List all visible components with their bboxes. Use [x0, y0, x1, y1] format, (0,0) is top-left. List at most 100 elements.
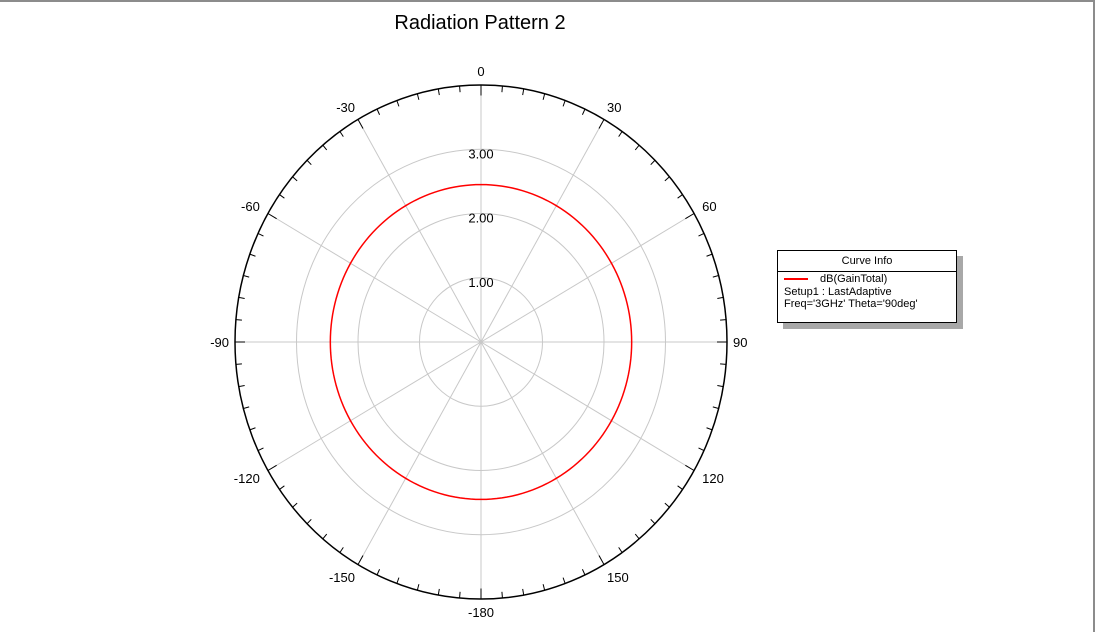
- series-line-gaintotal: [329, 183, 633, 501]
- major-tick: [357, 555, 364, 565]
- minor-tick: [322, 533, 328, 540]
- minor-tick: [238, 296, 245, 299]
- minor-tick: [677, 485, 683, 490]
- minor-tick: [712, 275, 719, 278]
- minor-tick: [706, 253, 713, 257]
- minor-tick: [257, 232, 264, 237]
- minor-tick: [664, 502, 670, 508]
- minor-tick: [339, 131, 344, 137]
- grid-ring: [296, 148, 666, 536]
- minor-tick: [706, 427, 713, 431]
- minor-tick: [279, 194, 285, 199]
- minor-tick: [720, 363, 727, 365]
- minor-tick: [581, 108, 586, 115]
- radial-tick-label: 2.00: [468, 211, 493, 226]
- minor-tick: [339, 547, 344, 553]
- major-tick: [685, 213, 695, 220]
- minor-tick: [243, 406, 250, 409]
- legend-freq-text: Freq='3GHz' Theta='90deg': [784, 298, 918, 310]
- minor-tick: [522, 88, 525, 96]
- minor-tick: [562, 577, 566, 584]
- minor-tick: [396, 100, 400, 107]
- minor-tick: [243, 275, 250, 278]
- chart-title: Radiation Pattern 2: [394, 12, 566, 34]
- angle-tick-label: 30: [607, 100, 621, 115]
- minor-tick: [562, 100, 566, 107]
- angle-tick-label: -150: [329, 570, 355, 585]
- minor-tick: [416, 584, 420, 591]
- minor-tick: [542, 584, 546, 591]
- legend-title: Curve Info: [778, 251, 956, 272]
- minor-tick: [542, 93, 546, 100]
- angle-tick-label: 120: [702, 471, 724, 486]
- minor-tick: [698, 447, 705, 452]
- minor-tick: [650, 518, 656, 525]
- minor-tick: [459, 85, 461, 93]
- major-tick: [267, 213, 277, 220]
- minor-tick: [634, 144, 640, 151]
- outer-ring-ticks: [234, 84, 728, 600]
- minor-tick: [459, 591, 461, 599]
- minor-tick: [292, 176, 298, 182]
- angle-tick-label: 150: [607, 570, 629, 585]
- minor-tick: [238, 385, 245, 388]
- curve-info-legend[interactable]: Curve Info dB(GainTotal) Setup1 : LastAd…: [777, 250, 957, 323]
- angle-tick-label: 0: [477, 64, 484, 79]
- minor-tick: [712, 406, 719, 409]
- angle-tick-label: 90: [733, 335, 747, 350]
- major-tick: [598, 555, 605, 565]
- minor-tick: [634, 533, 640, 540]
- minor-tick: [650, 159, 656, 166]
- minor-tick: [717, 296, 724, 299]
- grid-ring: [419, 277, 543, 407]
- minor-tick: [249, 427, 256, 431]
- radial-tick-label: 1.00: [468, 275, 493, 290]
- legend-entry[interactable]: dB(GainTotal): [778, 272, 956, 286]
- radial-tick-label: 3.00: [468, 146, 493, 161]
- major-tick: [357, 119, 364, 129]
- minor-tick: [235, 363, 242, 365]
- angle-tick-label: -60: [241, 199, 260, 214]
- minor-tick: [376, 569, 381, 576]
- angle-tick-label: 60: [702, 199, 716, 214]
- legend-swatch: [784, 278, 808, 280]
- minor-tick: [292, 502, 298, 508]
- minor-tick: [322, 144, 328, 151]
- curve-layer: [329, 183, 633, 501]
- minor-tick: [501, 85, 503, 93]
- minor-tick: [581, 569, 586, 576]
- minor-tick: [376, 108, 381, 115]
- minor-tick: [618, 131, 623, 137]
- angle-tick-label: -30: [336, 100, 355, 115]
- minor-tick: [306, 159, 312, 166]
- minor-tick: [501, 591, 503, 599]
- minor-tick: [306, 518, 312, 525]
- angle-tick-label: -120: [234, 471, 260, 486]
- minor-tick: [720, 319, 727, 321]
- grid-ring: [357, 213, 605, 471]
- minor-tick: [235, 319, 242, 321]
- polar-grid: [235, 85, 727, 599]
- angle-tick-label: -180: [468, 605, 494, 620]
- major-tick: [598, 119, 605, 129]
- minor-tick: [437, 588, 440, 596]
- minor-tick: [698, 232, 705, 237]
- minor-tick: [257, 447, 264, 452]
- minor-tick: [618, 547, 623, 553]
- minor-tick: [677, 194, 683, 199]
- major-tick: [685, 464, 695, 471]
- legend-setup-text: Setup1 : LastAdaptive: [784, 286, 892, 298]
- angle-tick-label: -90: [210, 335, 229, 350]
- minor-tick: [249, 253, 256, 257]
- minor-tick: [396, 577, 400, 584]
- legend-series-label: dB(GainTotal): [820, 273, 888, 285]
- major-tick: [267, 464, 277, 471]
- minor-tick: [416, 93, 420, 100]
- minor-tick: [522, 588, 525, 596]
- minor-tick: [279, 485, 285, 490]
- axis-labels: 1.00 2.00 3.00 0 30 60 90 120 150 -180 -150 -120 -90…: [210, 64, 747, 620]
- minor-tick: [664, 176, 670, 182]
- minor-tick: [717, 385, 724, 388]
